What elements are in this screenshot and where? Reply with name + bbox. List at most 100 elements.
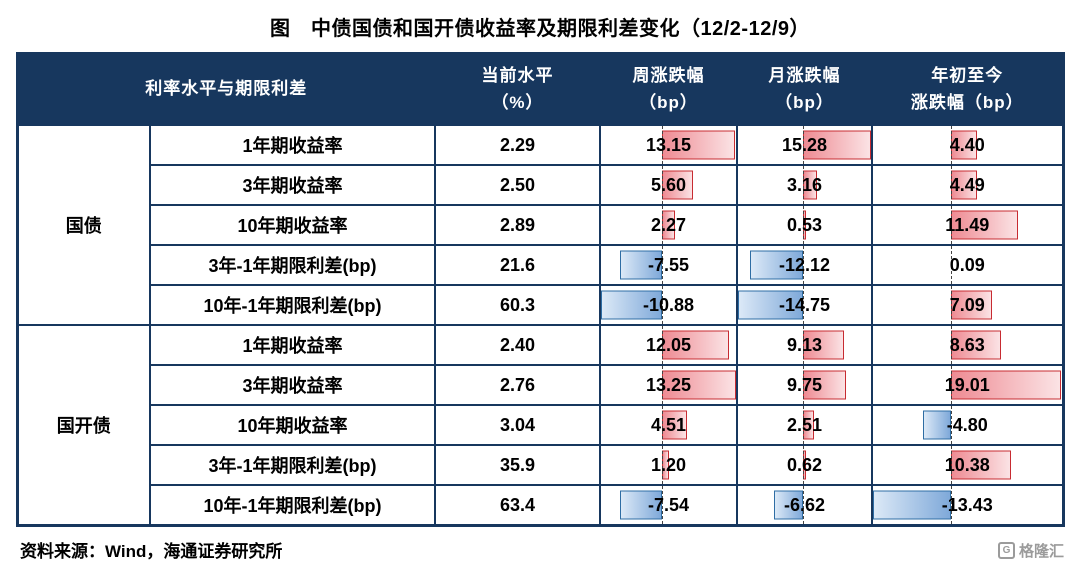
month-change-value: 0.53 [786,214,823,235]
month-change-bar [774,490,804,520]
source-note: 资料来源：Wind，海通证券研究所 [20,542,283,561]
month-change-value: 0.62 [786,454,823,475]
current-level-value: 3.04 [434,404,601,446]
month-change-value: 9.13 [786,334,823,355]
week-change-cell: 2.27 [599,204,738,246]
week-change-value: 5.60 [650,174,687,195]
ytd-change-cell: 10.38 [871,444,1064,486]
ytd-change-value: 0.09 [949,254,985,275]
gelonghui-logo: G 格隆汇 [997,540,1064,561]
month-change-bar [749,250,804,280]
header-week-change: 周涨跌幅 （bp） [599,52,738,126]
header-week-line2: （bp） [639,92,698,112]
month-change-cell: 0.53 [736,204,873,246]
week-change-cell: 4.51 [599,404,738,446]
ytd-change-value: -4.80 [946,414,988,435]
header-current-line1: 当前水平 [481,66,554,86]
week-change-cell: -10.88 [599,284,738,326]
header-week-line1: 周涨跌幅 [632,66,705,86]
week-change-value: -7.55 [647,254,690,275]
row-label: 10年期收益率 [149,404,436,446]
row-label: 3年期收益率 [149,364,436,406]
row-label: 10年期收益率 [149,204,436,246]
current-level-value: 2.76 [434,364,601,406]
header-month-line1: 月涨跌幅 [768,66,841,86]
week-change-cell: 13.25 [599,364,738,406]
figure-title: 图 中债国债和国开债收益率及期限利差变化（12/2-12/9） [269,18,810,40]
month-change-cell: 2.51 [736,404,873,446]
week-change-value: -7.54 [647,494,690,515]
week-change-cell: 1.20 [599,444,738,486]
week-change-value: -10.88 [642,294,695,315]
table-row: 3年-1年期限利差(bp) 21.6 -7.55 -12.12 0.09 [17,244,1064,286]
week-change-value: 12.05 [645,334,692,355]
month-change-cell: -12.12 [736,244,873,286]
table-row: 国开债 1年期收益率 2.40 12.05 9.13 8.63 [16,324,1064,527]
month-change-bar [803,130,870,160]
week-change-bar [661,370,735,400]
ytd-change-value: 4.40 [949,134,985,155]
month-change-cell: 0.62 [736,444,873,486]
week-change-value: 2.27 [650,214,687,235]
ytd-change-cell: -13.43 [871,484,1064,527]
ytd-change-bar [951,450,1012,480]
header-month-line2: （bp） [775,92,834,112]
week-change-bar [619,490,662,520]
week-change-value: 13.15 [645,134,692,155]
table-row: 10年-1年期限利差(bp) 63.4 -7.54 -6.62 -13.43 [17,484,1064,527]
month-change-bar [739,290,804,320]
ytd-change-cell: 19.01 [871,364,1064,406]
month-change-cell: 9.75 [736,364,873,406]
row-label: 3年期收益率 [149,164,436,206]
current-level-value: 2.89 [434,204,601,246]
month-change-cell: 3.16 [736,164,873,206]
ytd-change-value: 7.09 [949,294,985,315]
ytd-change-cell: 4.40 [871,124,1064,166]
month-change-cell: 15.28 [736,124,873,166]
month-change-bar [803,330,844,360]
row-label: 1年期收益率 [149,124,436,166]
group-label-cdb: 国开债 [16,324,151,527]
month-change-cell: -6.62 [736,484,873,527]
ytd-change-bar [951,370,1061,400]
ytd-change-value: -13.43 [941,494,993,515]
month-change-value: 15.28 [781,134,828,155]
current-level-value: 2.50 [434,164,601,206]
ytd-change-value: 8.63 [949,334,985,355]
week-change-cell: 5.60 [599,164,738,206]
row-label: 10年-1年期限利差(bp) [149,284,436,326]
row-label: 3年-1年期限利差(bp) [149,244,436,286]
ytd-change-cell: 0.09 [871,244,1064,286]
week-change-bar [602,290,662,320]
header-row: 利率水平与期限利差 当前水平 （%） 周涨跌幅 （bp） 月涨跌幅 （bp） 年… [16,52,1064,126]
table-row: 3年期收益率 2.50 5.60 3.16 4.49 [17,164,1064,206]
month-change-value: 9.75 [786,374,823,395]
gelonghui-logo-icon: G [997,542,1015,559]
week-change-cell: 12.05 [599,324,738,366]
current-level-value: 2.29 [434,124,601,166]
ytd-change-value: 10.38 [944,454,990,475]
ytd-change-cell: 4.49 [871,164,1064,206]
header-ytd-line1: 年初至今 [931,66,1004,86]
ytd-change-value: 11.49 [945,214,990,235]
ytd-change-cell: 8.63 [871,324,1064,366]
month-change-value: -14.75 [778,294,831,315]
week-change-value: 1.20 [650,454,687,475]
month-change-cell: -14.75 [736,284,873,326]
ytd-change-cell: 11.49 [871,204,1064,246]
table-row: 10年期收益率 2.89 2.27 0.53 11.49 [17,204,1064,246]
week-change-bar [619,250,662,280]
month-change-value: 3.16 [786,174,823,195]
week-change-cell: -7.54 [599,484,738,527]
ytd-change-value: 19.01 [944,374,990,395]
month-change-value: 2.51 [786,414,823,435]
current-level-value: 2.40 [434,324,601,366]
week-change-cell: -7.55 [599,244,738,286]
ytd-change-bar [874,490,952,520]
ytd-change-cell: 7.09 [871,284,1064,326]
current-level-value: 35.9 [434,444,601,486]
group-label-treasury: 国债 [16,124,151,326]
row-label: 3年-1年期限利差(bp) [149,444,436,486]
week-change-value: 4.51 [650,414,687,435]
current-level-value: 63.4 [434,484,601,527]
